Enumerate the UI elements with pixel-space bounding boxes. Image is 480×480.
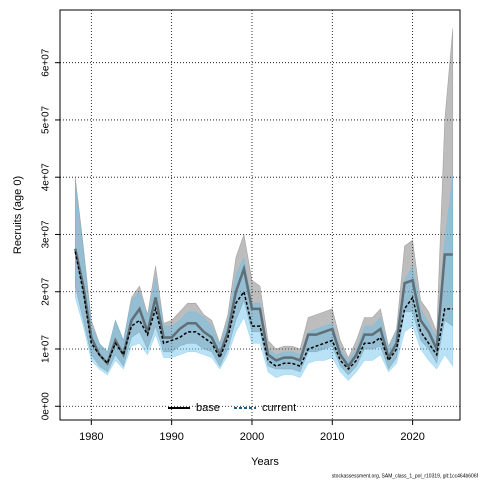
footnote: stockassessment.org, SAM_class_1_pol_r10…	[332, 473, 479, 479]
x-tick-label: 2010	[320, 431, 344, 443]
series-line	[74, 251, 453, 371]
legend-label: current	[262, 402, 296, 414]
series-line	[74, 248, 453, 369]
plot-frame	[59, 9, 461, 421]
x-tick-label: 2020	[400, 431, 424, 443]
y-tick-label: 2e+07	[41, 277, 52, 306]
confidence-band	[74, 177, 454, 381]
y-tick-label: 6e+07	[41, 48, 52, 77]
x-tick-label: 1990	[159, 431, 183, 443]
x-axis-label: Years	[251, 456, 279, 468]
confidence-band	[74, 28, 454, 376]
x-tick-label: 2000	[240, 431, 264, 443]
y-axis-label: Recruits (age 0)	[12, 176, 24, 254]
x-tick-label: 1980	[79, 431, 103, 443]
y-tick-label: 3e+07	[41, 220, 52, 249]
y-tick-label: 0e+00	[41, 392, 52, 421]
y-tick-label: 5e+07	[41, 105, 52, 134]
y-tick-label: 1e+07	[41, 335, 52, 364]
legend-label: base	[196, 402, 220, 414]
y-tick-label: 4e+07	[41, 163, 52, 192]
